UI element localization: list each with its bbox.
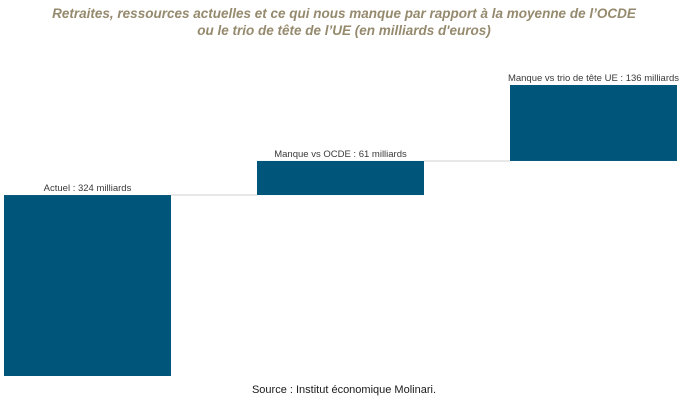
bar-label-0: Actuel : 324 milliards — [44, 183, 132, 194]
bar-label-2: Manque vs trio de tête UE : 136 milliard… — [508, 73, 679, 84]
bar-1 — [257, 160, 424, 196]
bar-label-1: Manque vs OCDE : 61 milliards — [274, 149, 407, 160]
chart-title-line-2: ou le trio de tête de l’UE (en milliards… — [197, 23, 491, 38]
chart-title-line-1: Retraites, ressources actuelles et ce qu… — [52, 6, 636, 21]
bar-2 — [510, 85, 677, 161]
chart-title: Retraites, ressources actuelles et ce qu… — [0, 5, 688, 39]
source-note: Source : Institut économique Molinari. — [251, 384, 437, 396]
bar-0 — [4, 195, 171, 376]
